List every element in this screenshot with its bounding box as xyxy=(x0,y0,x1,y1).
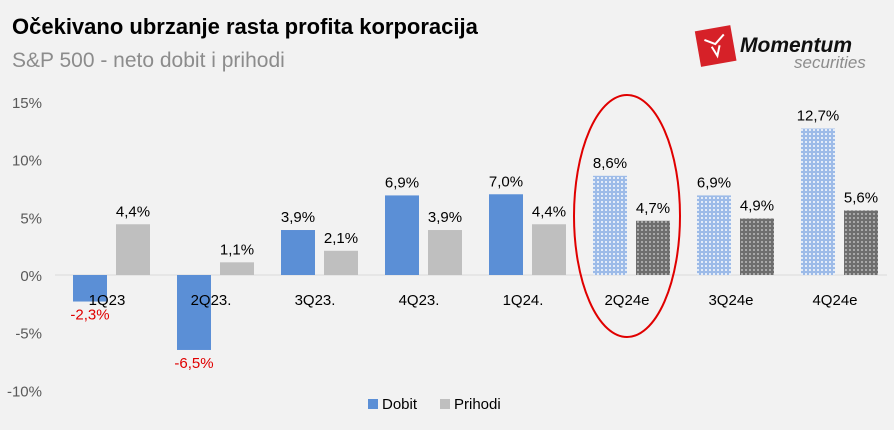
prihodi-bar xyxy=(116,224,150,275)
chart-subtitle: S&P 500 - neto dobit i prihodi xyxy=(12,49,285,72)
data-label: 7,0% xyxy=(489,173,523,190)
y-tick-label: -10% xyxy=(7,383,42,400)
x-tick-label: 4Q24e xyxy=(812,292,857,309)
dobit-bar xyxy=(593,175,627,275)
legend-label-dobit: Dobit xyxy=(382,396,418,413)
x-tick-label: 3Q24e xyxy=(708,292,753,309)
highlight-ellipse xyxy=(573,94,681,338)
data-label: 4,7% xyxy=(636,200,670,217)
prihodi-bar xyxy=(532,224,566,275)
dobit-bar xyxy=(385,195,419,275)
prihodi-bar xyxy=(740,218,774,275)
data-label: 1,1% xyxy=(220,241,254,258)
prihodi-bar xyxy=(844,210,878,275)
data-label: 4,4% xyxy=(532,203,566,220)
y-tick-label: 0% xyxy=(20,268,42,285)
y-tick-label: 10% xyxy=(12,153,42,170)
svg-text:Momentum: Momentum xyxy=(740,34,852,57)
data-label: 6,9% xyxy=(697,174,731,191)
x-tick-label: 1Q23 xyxy=(89,292,126,309)
x-tick-label: 3Q23. xyxy=(295,292,336,309)
legend-label-prihodi: Prihodi xyxy=(454,396,501,413)
x-tick-label: 2Q24e xyxy=(604,292,649,309)
data-label: 12,7% xyxy=(797,108,840,125)
chart-title: Očekivano ubrzanje rasta profita korpora… xyxy=(12,14,478,39)
dobit-bar xyxy=(177,275,211,350)
data-label: 8,6% xyxy=(593,155,627,172)
data-label: -2,3% xyxy=(70,307,109,324)
data-label: 3,9% xyxy=(281,209,315,226)
x-tick-label: 4Q23. xyxy=(399,292,440,309)
data-label: -6,5% xyxy=(174,355,213,372)
y-tick-label: 5% xyxy=(20,210,42,227)
legend-swatch-dobit xyxy=(368,399,378,409)
dobit-bar xyxy=(697,195,731,275)
dobit-bar xyxy=(489,194,523,275)
data-label: 5,6% xyxy=(844,189,878,206)
x-tick-label: 1Q24. xyxy=(503,292,544,309)
legend-swatch-prihodi xyxy=(440,399,450,409)
prihodi-bar xyxy=(220,262,254,275)
data-label: 4,4% xyxy=(116,203,150,220)
data-label: 4,9% xyxy=(740,197,774,214)
data-label: 6,9% xyxy=(385,174,419,191)
prihodi-bar xyxy=(428,230,462,275)
momentum-securities-logo: Momentum securities xyxy=(694,22,884,74)
data-label: 2,1% xyxy=(324,230,358,247)
dobit-bar xyxy=(801,128,835,275)
prihodi-bar xyxy=(636,220,670,275)
dobit-bar xyxy=(281,230,315,275)
prihodi-bar xyxy=(324,250,358,275)
dobit-bar xyxy=(73,275,107,302)
x-tick-label: 2Q23. xyxy=(191,292,232,309)
svg-text:securities: securities xyxy=(794,53,866,72)
y-tick-label: -5% xyxy=(15,326,42,343)
data-label: 3,9% xyxy=(428,209,462,226)
y-tick-label: 15% xyxy=(12,95,42,112)
